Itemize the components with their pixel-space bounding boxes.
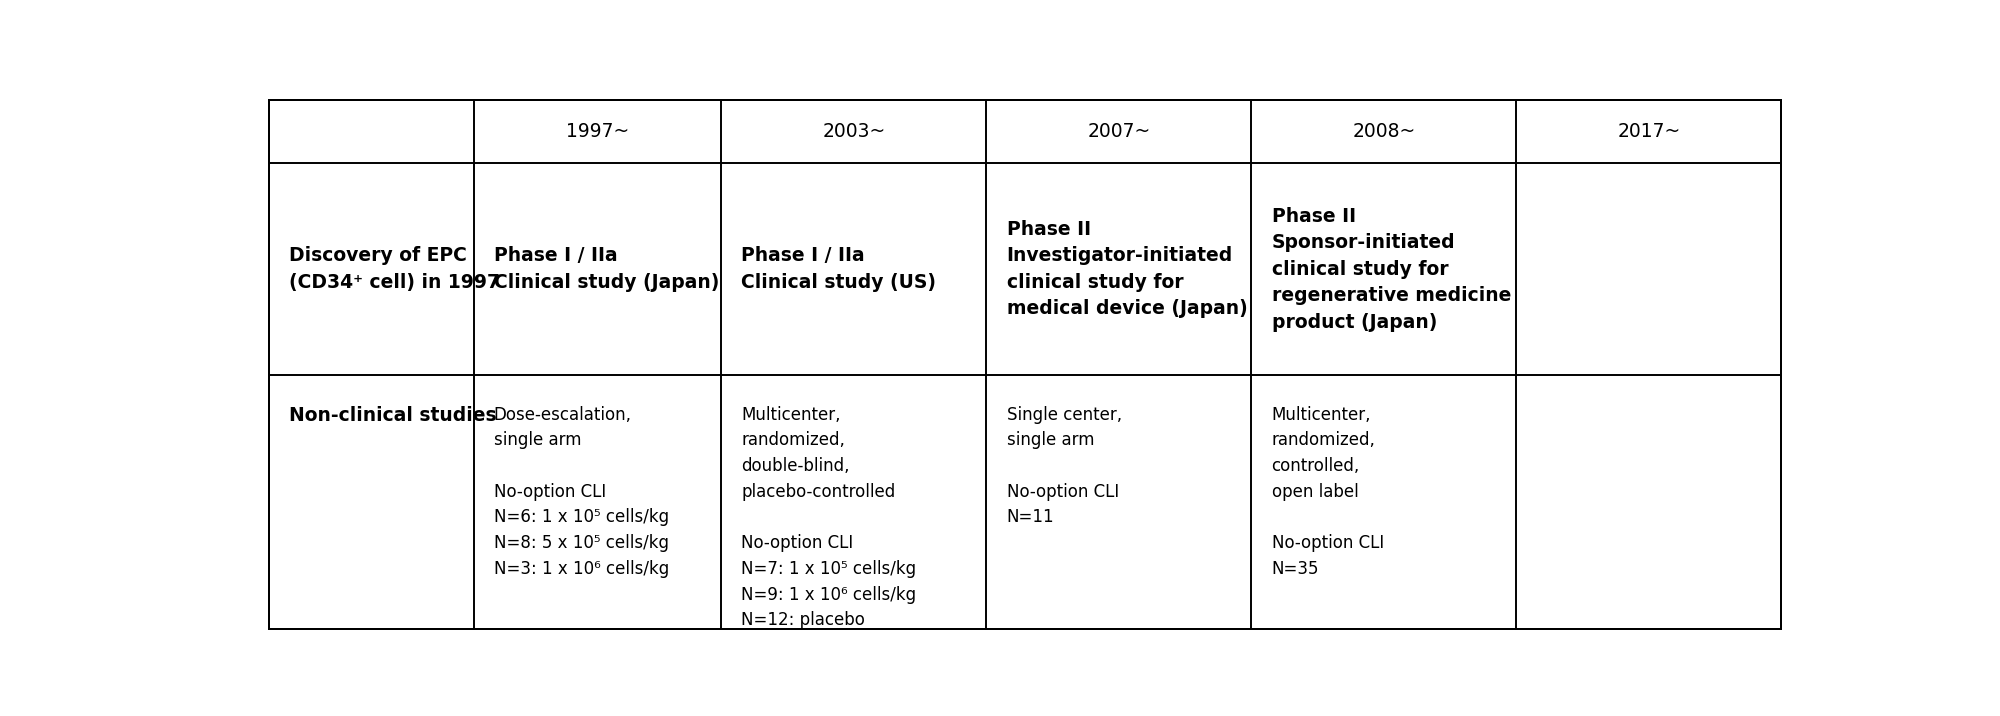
Text: Single center,
single arm

No-option CLI
N=11: Single center, single arm No-option CLI … [1006,406,1122,526]
Text: Phase II
Investigator-initiated
clinical study for
medical device (Japan): Phase II Investigator-initiated clinical… [1006,220,1248,319]
Text: Discovery of EPC
(CD34⁺ cell) in 1997: Discovery of EPC (CD34⁺ cell) in 1997 [288,246,500,292]
Text: 2008~: 2008~ [1352,122,1416,141]
Text: Non-clinical studies: Non-clinical studies [288,406,496,425]
Text: Phase I / IIa
Clinical study (US): Phase I / IIa Clinical study (US) [742,246,936,292]
Text: 2003~: 2003~ [822,122,886,141]
Text: 2017~: 2017~ [1618,122,1680,141]
Text: Multicenter,
randomized,
controlled,
open label

No-option CLI
N=35: Multicenter, randomized, controlled, ope… [1272,406,1384,578]
Text: Dose-escalation,
single arm

No-option CLI
N=6: 1 x 10⁵ cells/kg
N=8: 5 x 10⁵ ce: Dose-escalation, single arm No-option CL… [494,406,670,578]
Text: 1997~: 1997~ [566,122,630,141]
Text: 2007~: 2007~ [1088,122,1150,141]
Text: Multicenter,
randomized,
double-blind,
placebo-controlled

No-option CLI
N=7: 1 : Multicenter, randomized, double-blind, p… [742,406,916,629]
Text: Phase I / IIa
Clinical study (Japan): Phase I / IIa Clinical study (Japan) [494,246,720,292]
Text: Phase II
Sponsor-initiated
clinical study for
regenerative medicine
product (Jap: Phase II Sponsor-initiated clinical stud… [1272,207,1510,332]
